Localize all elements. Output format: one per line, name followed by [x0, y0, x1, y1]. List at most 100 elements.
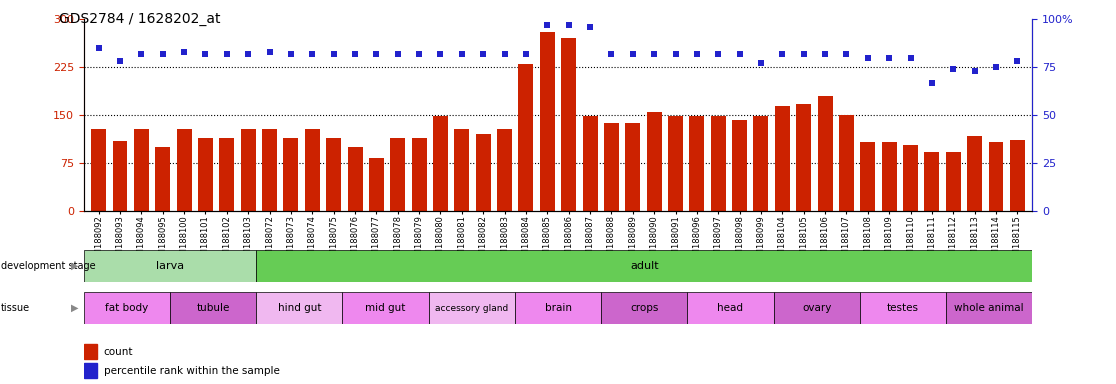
Text: ovary: ovary: [802, 303, 831, 313]
Bar: [839, 115, 854, 211]
Point: [411, 51, 429, 57]
Bar: [519, 64, 533, 211]
Point: [346, 51, 364, 57]
Bar: [347, 147, 363, 211]
Text: development stage: development stage: [1, 261, 96, 271]
Bar: [343, 292, 429, 324]
Bar: [945, 152, 961, 211]
Point: [795, 51, 812, 57]
Bar: [604, 123, 619, 211]
Point: [773, 51, 791, 57]
Point: [304, 51, 321, 57]
Bar: [497, 129, 512, 211]
Bar: [198, 137, 213, 211]
Bar: [924, 152, 940, 211]
Point: [666, 51, 684, 57]
Text: percentile rank within the sample: percentile rank within the sample: [104, 366, 280, 376]
Point: [282, 51, 300, 57]
Point: [432, 51, 450, 57]
Text: crops: crops: [631, 303, 658, 313]
Point: [923, 79, 941, 86]
Text: mid gut: mid gut: [365, 303, 406, 313]
Point: [944, 66, 962, 72]
Bar: [561, 38, 576, 211]
Point: [261, 49, 279, 55]
Bar: [732, 120, 747, 211]
Point: [388, 51, 406, 57]
Bar: [92, 129, 106, 211]
Point: [496, 51, 513, 57]
Bar: [775, 106, 790, 211]
Bar: [429, 292, 514, 324]
Bar: [859, 292, 946, 324]
Point: [1009, 58, 1027, 65]
Bar: [134, 129, 148, 211]
Point: [196, 51, 214, 57]
Bar: [773, 292, 859, 324]
Bar: [262, 129, 277, 211]
Point: [816, 51, 834, 57]
Bar: [668, 116, 683, 211]
Point: [112, 58, 129, 65]
Bar: [412, 137, 426, 211]
Point: [367, 51, 385, 57]
Point: [474, 51, 492, 57]
Point: [154, 51, 172, 57]
Bar: [257, 250, 1032, 282]
Point: [752, 60, 770, 66]
Point: [175, 49, 193, 55]
Text: ▶: ▶: [70, 303, 78, 313]
Text: larva: larva: [156, 261, 184, 271]
Bar: [514, 292, 602, 324]
Text: hind gut: hind gut: [278, 303, 321, 313]
Point: [133, 51, 151, 57]
Bar: [711, 116, 725, 211]
Bar: [989, 142, 1003, 211]
Bar: [84, 292, 170, 324]
Bar: [583, 116, 597, 211]
Bar: [369, 158, 384, 211]
Point: [581, 24, 599, 30]
Bar: [882, 142, 896, 211]
Point: [218, 51, 235, 57]
Point: [965, 68, 983, 74]
Bar: [687, 292, 773, 324]
Bar: [690, 116, 704, 211]
Bar: [155, 147, 171, 211]
Bar: [220, 137, 234, 211]
Bar: [475, 134, 491, 211]
Bar: [946, 292, 1032, 324]
Bar: [796, 104, 811, 211]
Bar: [860, 142, 875, 211]
Bar: [113, 141, 127, 211]
Bar: [326, 137, 341, 211]
Text: fat body: fat body: [105, 303, 148, 313]
Text: tissue: tissue: [1, 303, 30, 313]
Bar: [170, 292, 257, 324]
Point: [645, 51, 663, 57]
Bar: [1010, 139, 1024, 211]
Point: [731, 51, 749, 57]
Text: testes: testes: [887, 303, 918, 313]
Point: [881, 55, 898, 61]
Point: [603, 51, 620, 57]
Point: [837, 51, 855, 57]
Text: tubule: tubule: [196, 303, 230, 313]
Bar: [257, 292, 343, 324]
Bar: [433, 116, 448, 211]
Point: [538, 22, 556, 28]
Bar: [84, 250, 257, 282]
Point: [987, 64, 1004, 70]
Bar: [903, 145, 918, 211]
Bar: [540, 32, 555, 211]
Point: [239, 51, 257, 57]
Bar: [391, 137, 405, 211]
Point: [624, 51, 642, 57]
Point: [710, 51, 728, 57]
Bar: [84, 344, 97, 359]
Text: ▶: ▶: [70, 261, 78, 271]
Point: [453, 51, 471, 57]
Point: [517, 51, 535, 57]
Text: count: count: [104, 347, 133, 357]
Text: accessory gland: accessory gland: [435, 304, 509, 313]
